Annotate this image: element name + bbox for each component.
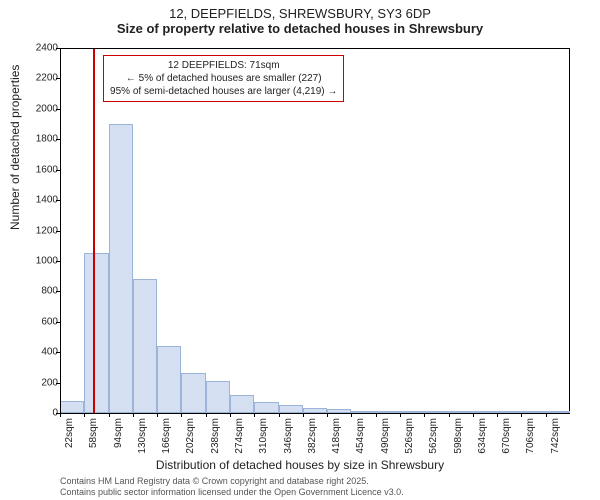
chart-title: 12, DEEPFIELDS, SHREWSBURY, SY3 6DP Size… [0,6,600,36]
y-tick-mark [56,352,60,353]
y-tick-mark [56,48,60,49]
x-tick-mark [303,413,304,417]
y-tick-mark [56,291,60,292]
histogram-bar [109,124,133,413]
x-tick-mark [133,413,134,417]
x-tick-mark [376,413,377,417]
x-tick-mark [400,413,401,417]
y-tick-mark [56,139,60,140]
x-tick-label: 310sqm [258,418,269,458]
y-tick-mark [56,78,60,79]
y-tick-mark [56,200,60,201]
y-tick-label: 1800 [18,134,58,145]
histogram-bar [279,405,303,413]
y-tick-label: 2000 [18,103,58,114]
x-tick-label: 454sqm [355,418,366,458]
x-tick-label: 202sqm [185,418,196,458]
histogram-bar [230,395,254,413]
x-tick-label: 22sqm [64,418,75,458]
y-tick-label: 400 [18,347,58,358]
plot-area: 12 DEEPFIELDS: 71sqm← 5% of detached hou… [60,48,570,413]
x-tick-label: 382sqm [307,418,318,458]
y-tick-label: 0 [18,408,58,419]
annotation-line: 12 DEEPFIELDS: 71sqm [110,59,337,72]
x-tick-mark [60,413,61,417]
x-tick-mark [497,413,498,417]
histogram-bar [157,346,181,413]
x-tick-label: 742sqm [550,418,561,458]
x-tick-label: 274sqm [234,418,245,458]
x-tick-mark [351,413,352,417]
y-tick-mark [56,231,60,232]
x-tick-mark [279,413,280,417]
x-tick-label: 562sqm [428,418,439,458]
histogram-chart: 12, DEEPFIELDS, SHREWSBURY, SY3 6DP Size… [0,0,600,500]
y-axis [60,48,61,413]
y-tick-label: 600 [18,316,58,327]
histogram-bar [181,373,205,413]
x-tick-label: 634sqm [477,418,488,458]
y-tick-label: 2200 [18,73,58,84]
y-tick-label: 1400 [18,195,58,206]
x-tick-mark [449,413,450,417]
x-tick-label: 346sqm [283,418,294,458]
histogram-bar [84,253,108,413]
x-tick-label: 58sqm [88,418,99,458]
x-tick-mark [473,413,474,417]
footer-line2: Contains public sector information licen… [60,487,404,498]
x-tick-label: 166sqm [161,418,172,458]
annotation-line: ← 5% of detached houses are smaller (227… [110,72,337,85]
y-tick-mark [56,109,60,110]
x-tick-mark [546,413,547,417]
x-tick-mark [181,413,182,417]
x-tick-label: 598sqm [453,418,464,458]
x-tick-label: 706sqm [525,418,536,458]
x-axis-label: Distribution of detached houses by size … [0,458,600,472]
x-tick-label: 490sqm [380,418,391,458]
annotation-line: 95% of semi-detached houses are larger (… [110,85,337,98]
x-axis [60,413,570,414]
x-tick-mark [109,413,110,417]
histogram-bar [254,402,278,413]
x-tick-label: 526sqm [404,418,415,458]
x-tick-mark [424,413,425,417]
x-tick-label: 670sqm [501,418,512,458]
y-tick-label: 1600 [18,164,58,175]
y-tick-mark [56,383,60,384]
footer-line1: Contains HM Land Registry data © Crown c… [60,476,404,487]
x-tick-mark [84,413,85,417]
y-tick-label: 800 [18,286,58,297]
x-tick-label: 94sqm [113,418,124,458]
x-tick-mark [254,413,255,417]
x-tick-mark [157,413,158,417]
y-tick-label: 1000 [18,255,58,266]
x-tick-mark [206,413,207,417]
property-marker-line [93,49,95,413]
x-tick-mark [521,413,522,417]
y-tick-mark [56,322,60,323]
histogram-bar [206,381,230,413]
title-description: Size of property relative to detached ho… [0,21,600,36]
y-tick-label: 1200 [18,225,58,236]
x-tick-label: 418sqm [331,418,342,458]
title-address: 12, DEEPFIELDS, SHREWSBURY, SY3 6DP [0,6,600,21]
x-tick-mark [230,413,231,417]
y-tick-label: 2400 [18,43,58,54]
x-tick-label: 130sqm [137,418,148,458]
y-tick-label: 200 [18,377,58,388]
footer-attribution: Contains HM Land Registry data © Crown c… [60,476,404,498]
y-tick-mark [56,170,60,171]
annotation-box: 12 DEEPFIELDS: 71sqm← 5% of detached hou… [103,55,344,102]
x-tick-label: 238sqm [210,418,221,458]
histogram-bar [133,279,157,413]
y-tick-mark [56,261,60,262]
histogram-bar [60,401,84,413]
x-tick-mark [327,413,328,417]
